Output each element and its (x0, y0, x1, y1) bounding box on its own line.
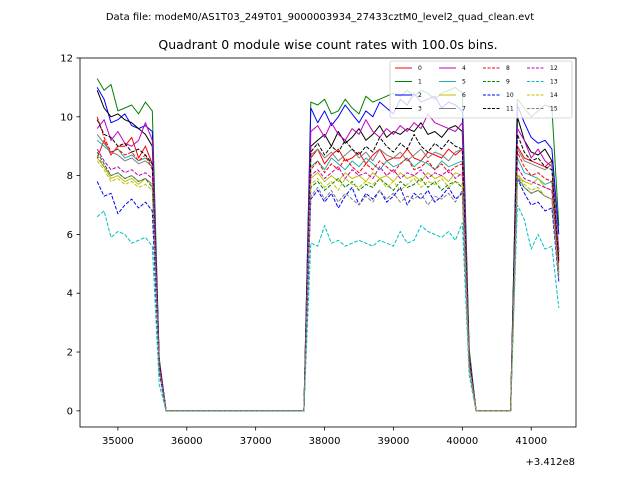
y-tick-label: 0 (67, 406, 73, 417)
y-tick-label: 8 (67, 171, 73, 182)
x-tick-label: 35000 (102, 436, 134, 447)
legend-label-15: 15 (550, 106, 558, 113)
legend-label-5: 5 (462, 79, 466, 86)
x-offset-label: +3.412e8 (525, 457, 575, 468)
legend-label-9: 9 (506, 79, 510, 86)
legend-label-3: 3 (418, 106, 422, 113)
series-group (96, 78, 560, 412)
legend-label-4: 4 (462, 65, 466, 72)
legend-label-14: 14 (550, 92, 558, 99)
y-tick-label: 4 (67, 289, 73, 300)
y-tick-label: 12 (60, 54, 73, 65)
legend-label-13: 13 (550, 79, 558, 86)
y-axis: 0 2 4 6 8 10 12 (60, 54, 80, 417)
figure-suptitle: Data file: modeM0/AS1T03_249T01_90000039… (106, 12, 534, 23)
x-tick-label: 39000 (378, 436, 410, 447)
legend-label-0: 0 (418, 65, 422, 72)
legend-label-7: 7 (462, 106, 466, 113)
plot-border (79, 57, 577, 428)
legend-label-12: 12 (550, 65, 558, 72)
legend-label-1: 1 (418, 79, 422, 86)
legend-label-8: 8 (506, 65, 510, 72)
chart-title: Quadrant 0 module wise count rates with … (158, 37, 497, 52)
y-tick-label: 10 (60, 112, 73, 123)
x-tick-label: 36000 (171, 436, 203, 447)
x-tick-label: 41000 (515, 436, 547, 447)
legend-frame (389, 60, 573, 119)
legend-label-6: 6 (462, 92, 466, 99)
x-tick-label: 40000 (446, 436, 478, 447)
legend-label-11: 11 (506, 106, 514, 113)
x-tick-label: 37000 (240, 436, 272, 447)
x-tick-label: 38000 (309, 436, 341, 447)
legend-label-2: 2 (418, 92, 422, 99)
series-line-15 (96, 154, 560, 412)
y-tick-label: 2 (67, 348, 73, 359)
x-axis: 35000 36000 37000 38000 39000 40000 41000 (102, 427, 547, 447)
legend-label-10: 10 (506, 92, 514, 99)
plot-area (80, 58, 576, 427)
y-tick-label: 6 (67, 230, 73, 241)
